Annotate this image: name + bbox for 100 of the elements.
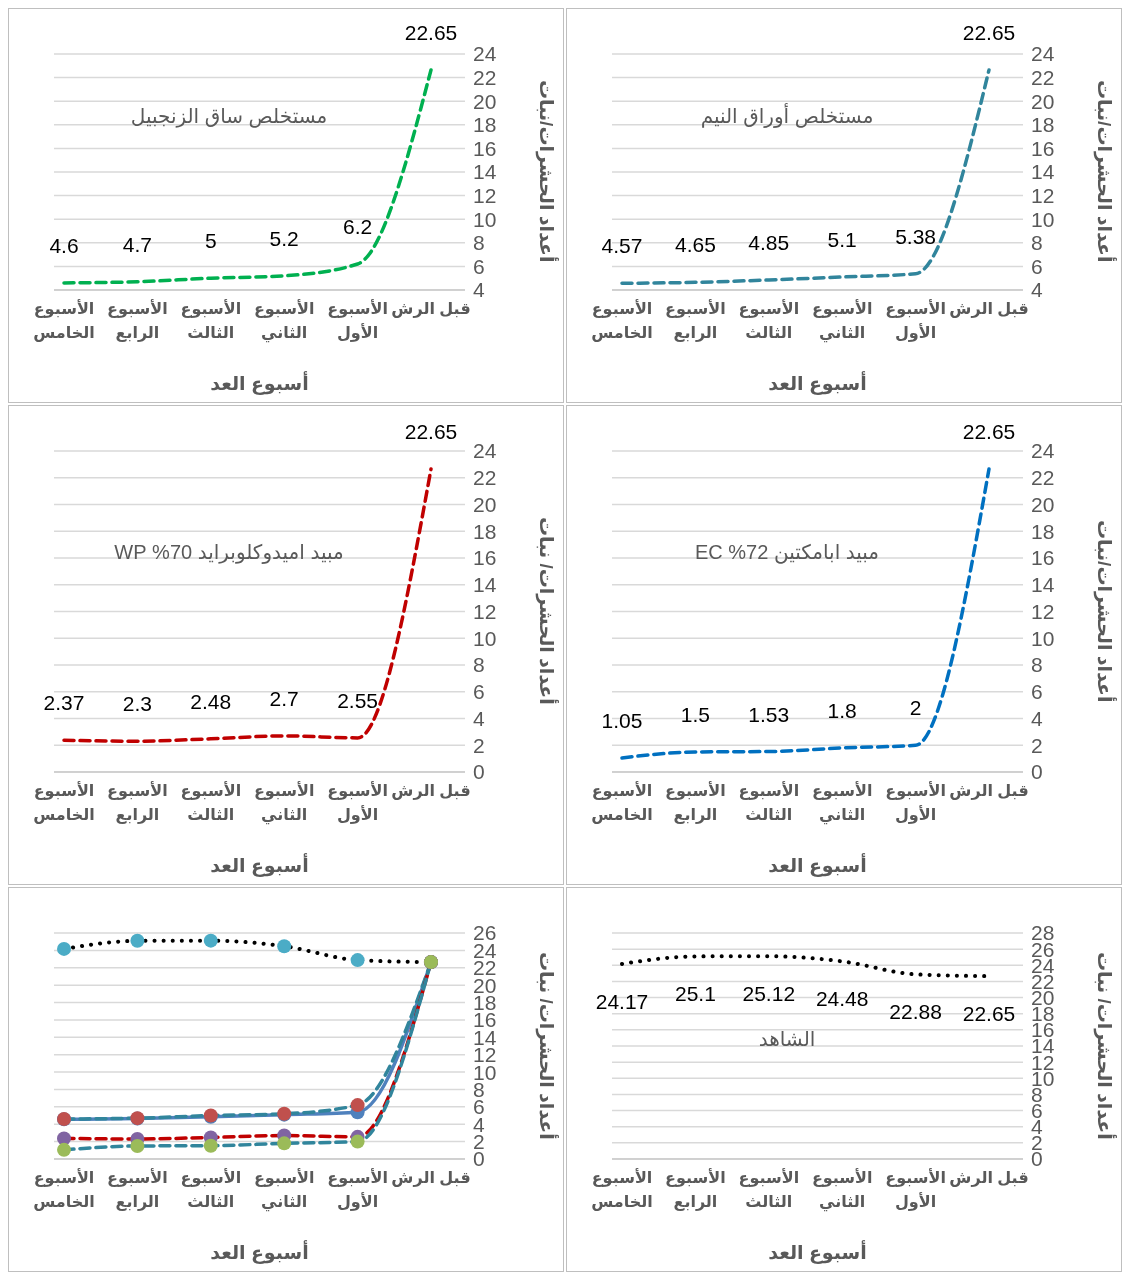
y-tick-label: 2 — [1031, 733, 1043, 757]
x-axis-title: أسبوع العد — [768, 853, 867, 877]
x-tick-label: الأسبوع الرابع — [665, 299, 726, 342]
x-tick-label: الأسبوع الثالث — [738, 781, 800, 823]
x-axis-title: أسبوع العد — [768, 371, 867, 395]
y-tick-label: 0 — [1031, 760, 1043, 784]
y-tick-label: 14 — [473, 573, 497, 597]
data-label: 4.7 — [122, 232, 152, 256]
x-tick-label: الأسبوع الثالث — [738, 1168, 800, 1210]
y-tick-label: 18 — [1031, 519, 1055, 543]
point — [57, 1131, 71, 1146]
data-label: 2 — [909, 696, 922, 720]
x-tick-label: الأسبوع الأول — [885, 1168, 946, 1211]
y-tick-label: 14 — [1031, 573, 1055, 597]
x-tick-label: الأسبوع الرابع — [665, 781, 726, 824]
point — [57, 941, 71, 956]
point — [203, 1138, 218, 1153]
y-tick-label: 10 — [473, 207, 497, 231]
point — [277, 1136, 292, 1151]
x-tick-label: الأسبوع الأول — [885, 299, 946, 342]
data-label: 2.7 — [269, 686, 299, 710]
y-tick-label: 20 — [1031, 492, 1055, 516]
x-tick-label: الأسبوع الثاني — [253, 781, 315, 825]
x-tick-label: الأسبوع الخامس — [33, 781, 95, 824]
y-tick-label: 8 — [1031, 653, 1043, 677]
y-axis-title: أعداد الحشرات/نبات — [535, 80, 557, 263]
y-tick-label: 10 — [1031, 626, 1055, 650]
data-label: 2.37 — [43, 691, 85, 715]
x-tick-label: الأسبوع الثالث — [180, 1168, 242, 1210]
y-tick-label: 12 — [1031, 184, 1055, 208]
y-tick-label: 16 — [1031, 136, 1055, 160]
y-tick-label: 22 — [473, 466, 497, 490]
data-label: 22.65 — [404, 420, 458, 444]
y-axis-title: أعداد الحشرات/نبات — [1093, 519, 1115, 703]
x-tick-label: الأسبوع الثاني — [253, 299, 315, 343]
point — [350, 1134, 365, 1149]
y-tick-label: 8 — [473, 653, 485, 677]
data-label: 2.3 — [122, 692, 152, 716]
x-tick-label: الأسبوع الثاني — [253, 1168, 315, 1212]
data-label: 5 — [204, 229, 217, 253]
y-tick-label: 12 — [1031, 599, 1055, 623]
data-label: 2.48 — [190, 689, 232, 713]
y-tick-label: 14 — [1031, 160, 1055, 184]
y-tick-label: 16 — [1031, 546, 1055, 570]
data-label: 4.6 — [49, 233, 79, 257]
data-label: 24.17 — [595, 989, 649, 1013]
y-axis-title: أعداد الحشرات/نبات — [1093, 80, 1115, 263]
data-label: 1.05 — [601, 708, 643, 732]
y-tick-label: 16 — [473, 546, 497, 570]
point — [130, 933, 145, 948]
data-label: 1.53 — [748, 702, 790, 726]
data-label: 4.57 — [601, 234, 643, 258]
x-tick-label: الأسبوع الرابع — [107, 1168, 168, 1211]
x-tick-label: الأسبوع الرابع — [665, 1168, 726, 1211]
y-tick-label: 14 — [473, 160, 497, 184]
y-tick-label: 20 — [473, 89, 497, 113]
x-tick-label: الأسبوع الخامس — [591, 299, 653, 342]
y-tick-label: 18 — [473, 519, 497, 543]
y-tick-label: 6 — [473, 254, 485, 278]
y-tick-label: 2 — [473, 733, 485, 757]
y-tick-label: 10 — [473, 626, 497, 650]
data-label: 22.88 — [889, 1000, 942, 1024]
data-label: 5.1 — [827, 228, 857, 252]
y-tick-label: 26 — [473, 921, 497, 945]
data-label: 5.38 — [895, 224, 937, 248]
x-tick-label: الأسبوع الأول — [327, 781, 388, 824]
x-tick-label: الأسبوع الأول — [327, 299, 388, 342]
y-tick-label: 20 — [473, 492, 497, 516]
annotation: مستخلص ساق الزنجبيل — [129, 103, 329, 128]
x-tick-label: قبل الرش — [949, 1169, 1029, 1187]
y-tick-label: 6 — [1031, 680, 1043, 704]
x-tick-label: الأسبوع الرابع — [107, 299, 168, 342]
annotation: مبيد اميدوكلوبرايد 70% WP — [113, 540, 345, 565]
x-axis-title: أسبوع العد — [210, 371, 309, 395]
data-label: 24.48 — [815, 987, 869, 1011]
x-tick-label: الأسبوع الثاني — [811, 299, 873, 343]
y-axis-title: أعداد الحشرات/ نبات — [1093, 951, 1115, 1140]
y-tick-label: 8 — [473, 231, 485, 255]
y-tick-label: 24 — [473, 42, 497, 66]
x-tick-label: الأسبوع الثاني — [811, 1168, 873, 1212]
y-tick-label: 24 — [473, 439, 497, 463]
x-tick-label: الأسبوع الثالث — [180, 781, 242, 823]
x-tick-label: قبل الرش — [949, 300, 1029, 318]
y-tick-label: 4 — [473, 706, 485, 730]
data-label: 25.12 — [742, 982, 796, 1006]
y-tick-label: 4 — [1031, 706, 1043, 730]
y-tick-label: 24 — [1031, 439, 1055, 463]
x-tick-label: قبل الرش — [391, 300, 471, 318]
y-tick-label: 12 — [473, 599, 497, 623]
annotation: الشاهد — [757, 1026, 817, 1051]
y-tick-label: 16 — [473, 136, 497, 160]
y-tick-label: 6 — [1031, 254, 1043, 278]
point — [57, 1142, 71, 1157]
point — [350, 953, 365, 968]
x-tick-label: الأسبوع الثالث — [180, 299, 242, 341]
data-label: 1.8 — [827, 698, 857, 722]
x-tick-label: الأسبوع الأول — [327, 1168, 388, 1211]
data-label: 22.65 — [404, 20, 458, 44]
y-tick-label: 10 — [1031, 207, 1055, 231]
x-tick-label: قبل الرش — [949, 782, 1029, 800]
